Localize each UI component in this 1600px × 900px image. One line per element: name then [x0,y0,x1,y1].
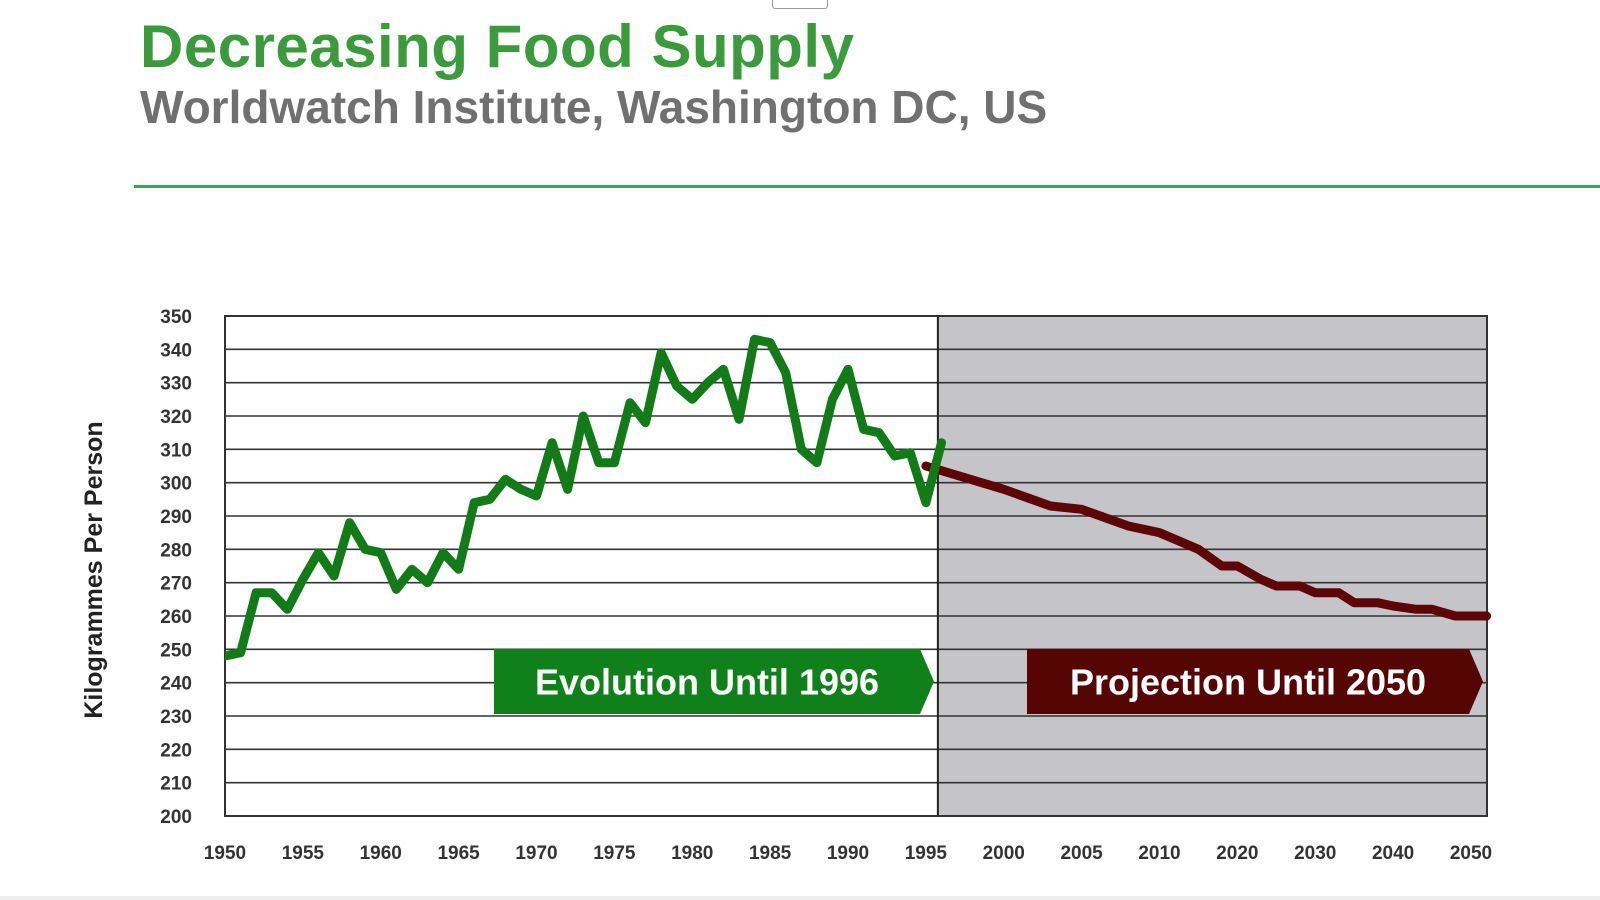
x-tick-label: 2000 [983,843,1025,864]
y-tick-label: 350 [160,307,192,328]
x-tick-label: 2040 [1372,843,1414,864]
slide-subtitle: Worldwatch Institute, Washington DC, US [140,81,1048,133]
y-axis-label: Kilogrammes Per Person [80,421,108,718]
y-tick-label: 290 [160,507,192,528]
y-tick-label: 280 [160,540,192,561]
x-tick-label: 1960 [360,843,402,864]
y-tick-label: 200 [160,807,192,828]
y-tick-label: 250 [160,640,192,661]
projection-banner-label: Projection Until 2050 [1070,662,1426,703]
y-tick-label: 300 [160,474,192,495]
x-tick-label: 1955 [282,843,325,864]
y-tick-label: 270 [160,574,192,595]
projection-series-line [921,461,1487,621]
x-tick-label: 2010 [1138,843,1180,864]
x-tick-label: 2030 [1294,843,1336,864]
x-tick-label: 2020 [1216,843,1258,864]
bottom-edge [0,896,1600,900]
title-divider [134,185,1600,188]
evolution-banner-label: Evolution Until 1996 [535,662,879,703]
x-tick-label: 2050 [1450,843,1492,864]
plot-frame [224,315,1488,817]
window-top-handle[interactable] [772,0,828,9]
x-axis-ticks: 1950 1955 1960 1965 1970 1975 1980 1985 1990 1995… [204,843,1492,864]
x-tick-label: 1965 [437,843,480,864]
x-tick-label: 1990 [827,843,869,864]
slide-title: Decreasing Food Supply [140,13,855,80]
y-tick-label: 240 [160,674,192,695]
x-tick-label: 1995 [905,843,948,864]
history-series-line [225,334,946,661]
x-tick-label: 1975 [593,843,636,864]
x-tick-label: 1970 [515,843,557,864]
evolution-banner [494,649,934,714]
y-tick-label: 210 [160,774,192,795]
x-tick-label: 1980 [671,843,713,864]
y-tick-label: 330 [160,374,192,395]
projection-shaded-region [937,316,1487,816]
x-tick-label: 1950 [204,843,246,864]
y-tick-label: 230 [160,707,192,728]
y-tick-label: 320 [160,407,192,428]
y-axis-ticks: 350 340 330 320 310 300 290 280 270 260 250 240 230 2… [160,307,192,828]
y-tick-label: 340 [160,340,192,361]
projection-banner [1027,649,1483,714]
y-tick-label: 260 [160,607,192,628]
y-tick-label: 220 [160,740,192,761]
y-tick-label: 310 [160,440,192,461]
x-tick-label: 2005 [1060,843,1103,864]
x-tick-label: 1985 [749,843,792,864]
